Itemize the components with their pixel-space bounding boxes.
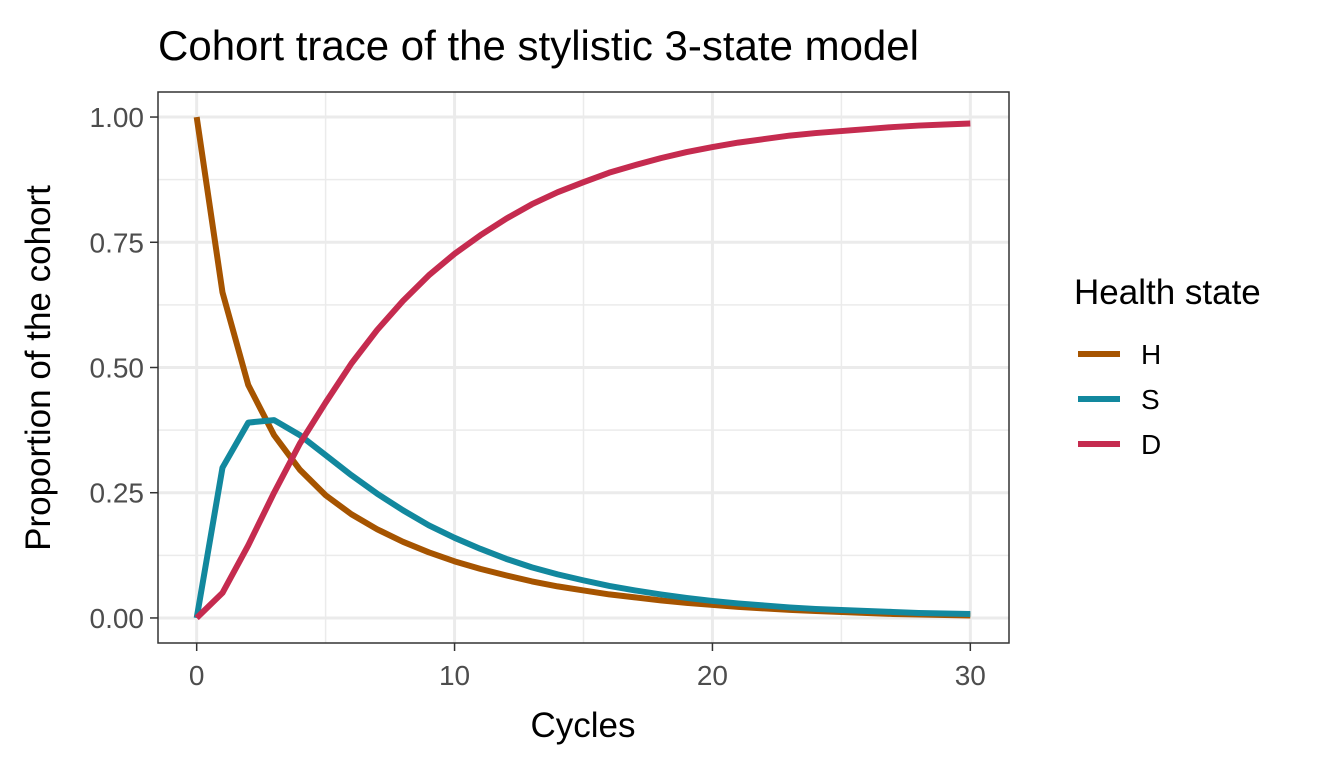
legend: Health state HSD [1074,273,1261,460]
y-tick-label: 0.75 [90,227,145,258]
chart-title: Cohort trace of the stylistic 3-state mo… [158,22,919,69]
y-tick-label: 1.00 [90,102,145,133]
x-tick-label: 30 [955,660,986,691]
y-axis: 0.00 0.25 0.50 0.75 1.00 [90,102,158,634]
series-line-s [193,417,971,619]
series-lines [193,116,971,621]
y-tick-label: 0.00 [90,603,145,634]
legend-label-d: D [1141,429,1161,460]
x-axis: 0 10 20 30 [189,643,986,691]
major-gridlines [158,92,1009,643]
x-axis-title: Cycles [530,706,635,745]
y-axis-title: Proportion of the cohort [19,185,58,551]
series-line-d [194,120,971,621]
legend-title: Health state [1074,273,1261,312]
legend-label-s: S [1141,384,1160,415]
x-tick-label: 10 [439,660,470,691]
y-tick-label: 0.50 [90,353,145,384]
x-tick-label: 0 [189,660,205,691]
y-tick-label: 0.25 [90,478,145,509]
legend-label-h: H [1141,339,1161,370]
x-tick-label: 20 [697,660,728,691]
